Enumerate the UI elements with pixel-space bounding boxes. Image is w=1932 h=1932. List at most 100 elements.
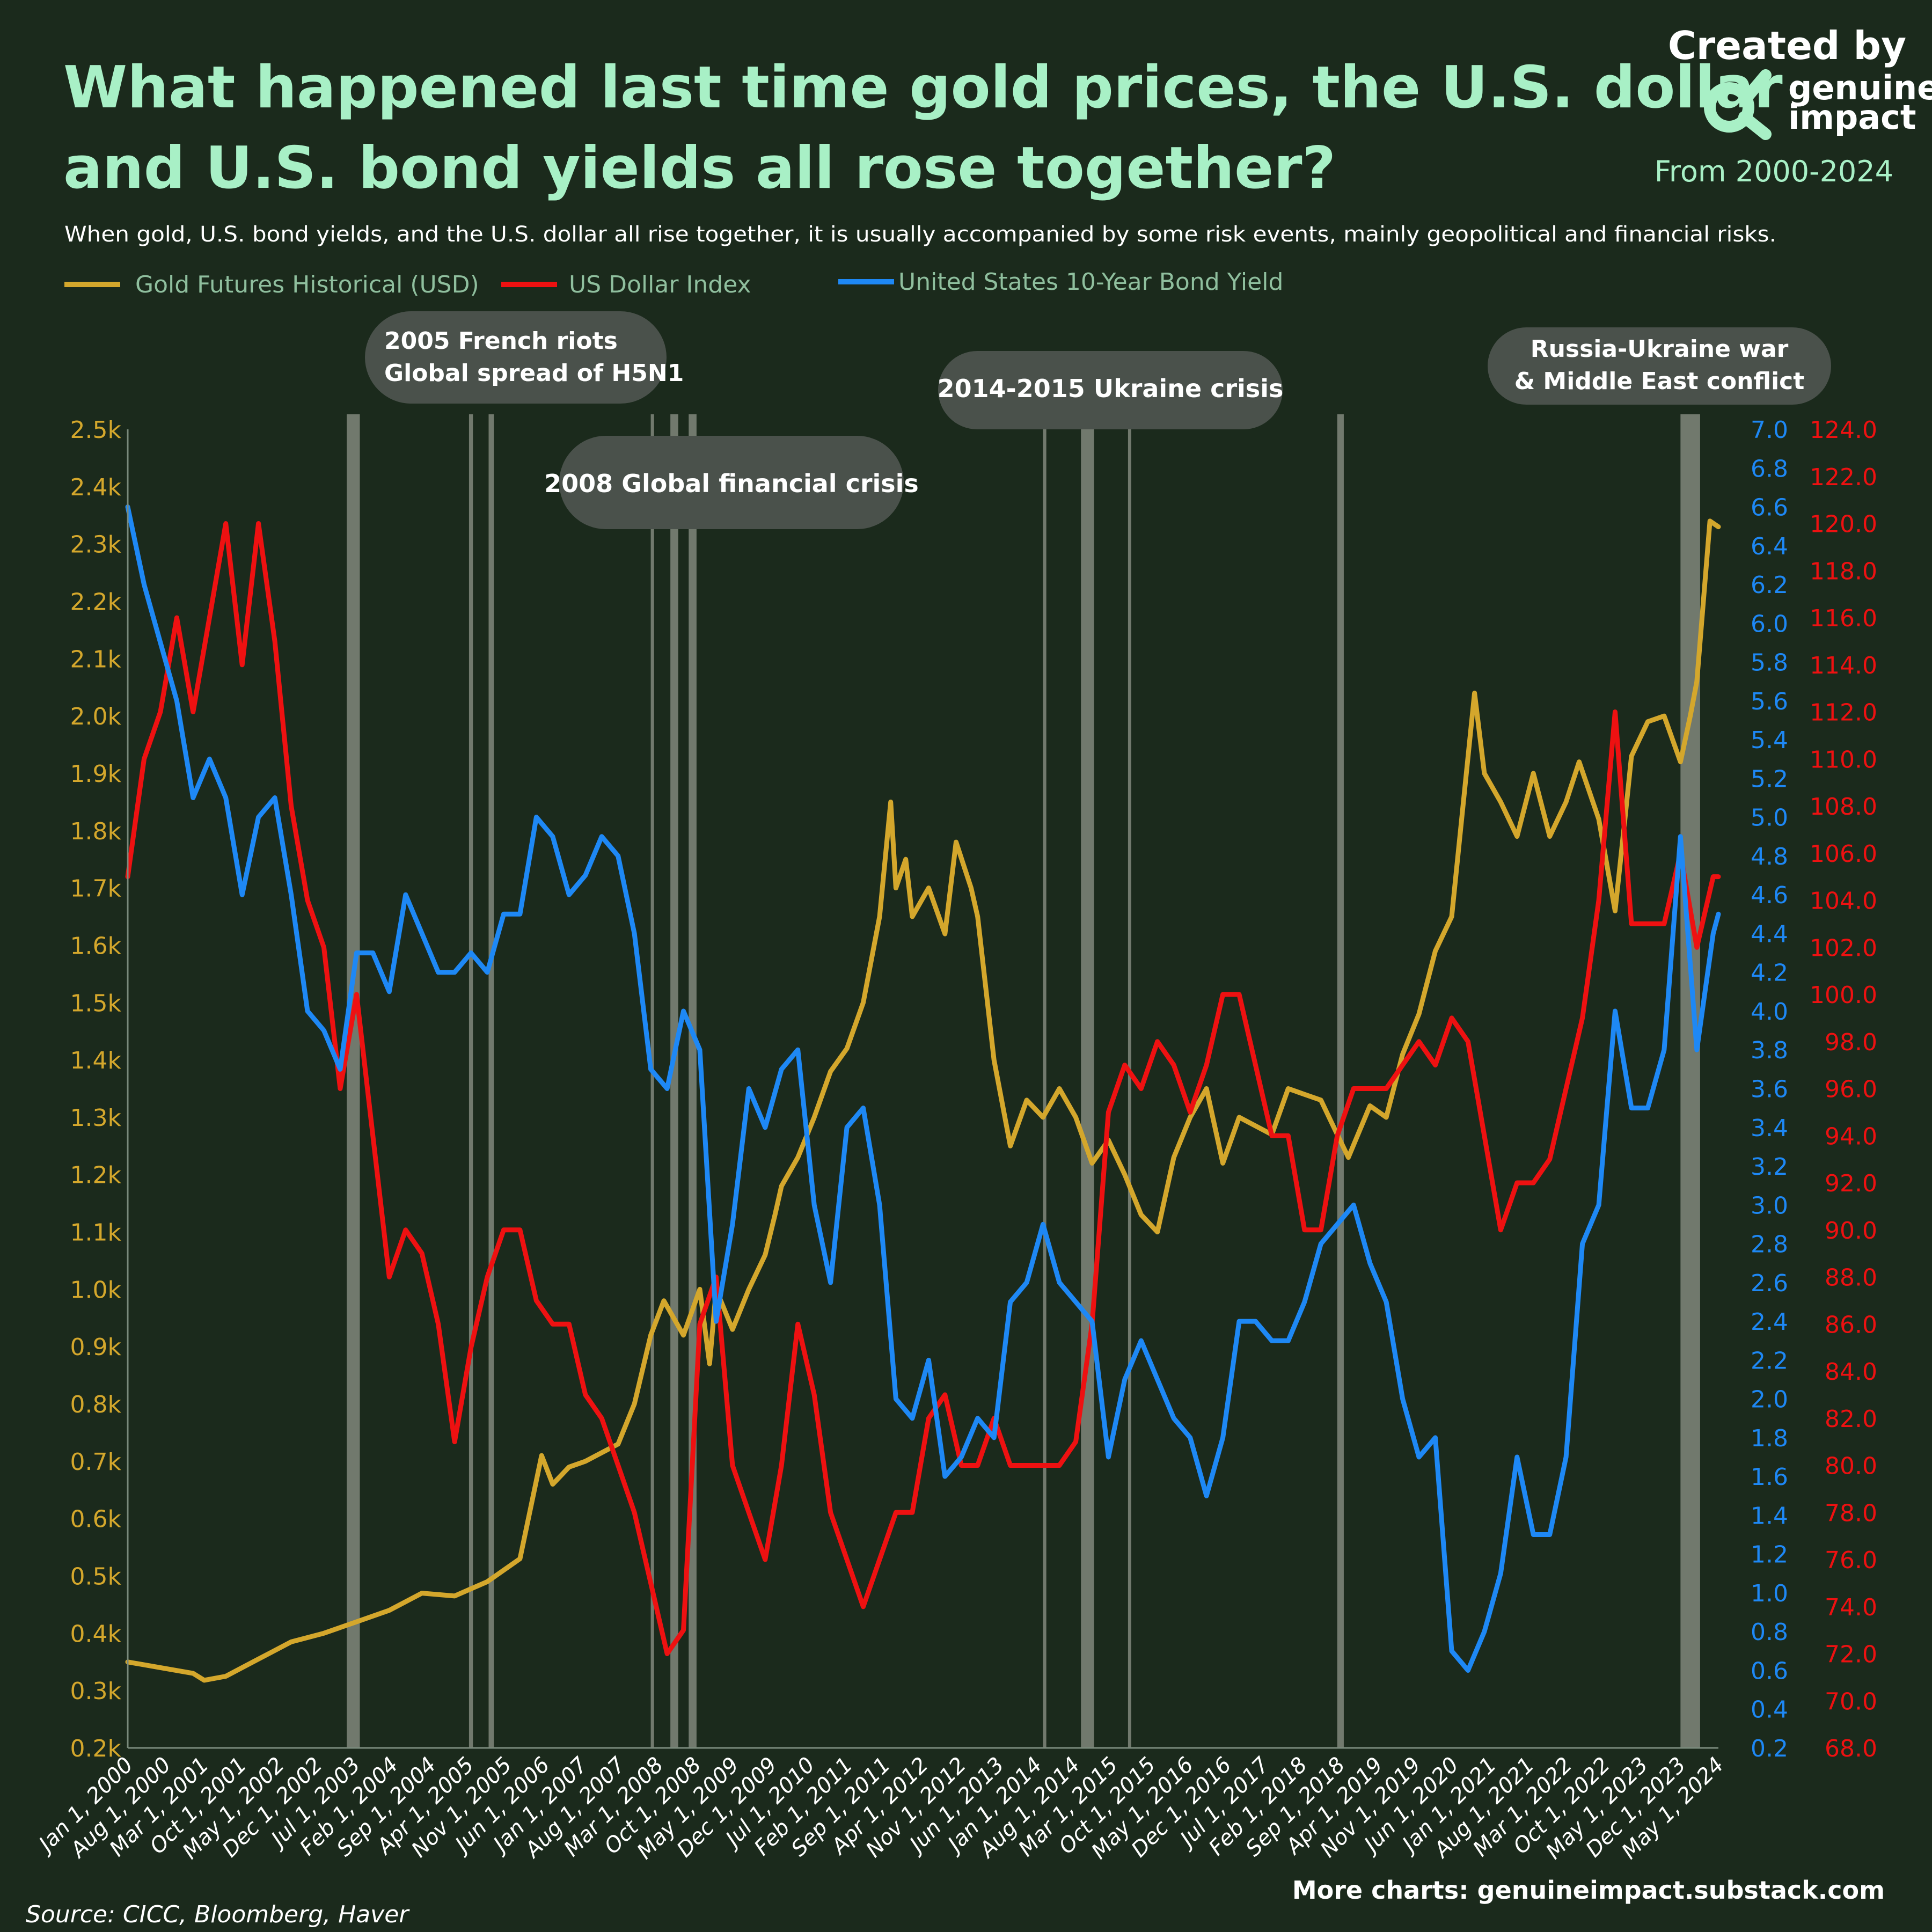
dollar-tick-label: 72.0 [1825, 1641, 1877, 1668]
yield-tick-label: 5.0 [1751, 804, 1788, 832]
yield-tick-label: 5.4 [1751, 727, 1788, 754]
dollar-tick-label: 76.0 [1825, 1547, 1877, 1574]
annotation-text: 2005 French riots [384, 327, 618, 355]
yield-tick-label: 5.2 [1751, 765, 1788, 793]
event-band [488, 414, 494, 1748]
dollar-tick-label: 70.0 [1825, 1688, 1877, 1715]
gold-tick-label: 0.6k [70, 1506, 122, 1533]
dollar-tick-label: 74.0 [1825, 1594, 1877, 1621]
title-line-2: and U.S. bond yields all rose together? [63, 135, 1336, 202]
title-line-1: What happened last time gold prices, the… [63, 54, 1783, 121]
gold-tick-label: 1.4k [70, 1047, 122, 1074]
annotation-text: Russia-Ukraine war [1531, 335, 1789, 363]
yield-tick-label: 3.2 [1751, 1153, 1788, 1181]
gold-axis-ticks: 0.2k 0.3k 0.4k 0.5k 0.6k 0.7k 0.8k 0.9k 1.0k 1.1k… [70, 416, 122, 1762]
legend-item-dollar[interactable]: US Dollar Index [501, 271, 751, 298]
gold-tick-label: 2.1k [70, 646, 122, 673]
yield-tick-label: 6.6 [1751, 494, 1788, 522]
dollar-tick-label: 80.0 [1825, 1453, 1877, 1480]
series-line-dollar [125, 521, 1721, 1656]
dollar-tick-label: 96.0 [1825, 1076, 1877, 1103]
dollar-tick-label: 82.0 [1825, 1406, 1877, 1433]
dollar-tick-label: 120.0 [1810, 511, 1877, 538]
dollar-tick-label: 94.0 [1825, 1123, 1877, 1150]
annotation-bubble [938, 351, 1283, 429]
yield-tick-label: 5.8 [1751, 649, 1788, 677]
dollar-tick-label: 108.0 [1810, 793, 1877, 821]
legend-item-gold[interactable]: Gold Futures Historical (USD) [64, 271, 479, 298]
yield-tick-label: 3.6 [1751, 1076, 1788, 1103]
yield-axis-ticks: 0.2 0.4 0.6 0.8 1.0 1.2 1.4 1.6 1.8 2.0 2.2 2.4 2.6 2… [1751, 416, 1788, 1762]
yield-tick-label: 6.8 [1751, 455, 1788, 482]
annotation-text: 2008 Global financial crisis [544, 469, 919, 498]
dollar-tick-label: 68.0 [1825, 1735, 1877, 1762]
legend-label-dollar: US Dollar Index [569, 271, 751, 298]
yield-tick-label: 2.0 [1751, 1386, 1788, 1414]
plot-frame [127, 429, 1718, 1749]
dollar-tick-label: 100.0 [1810, 982, 1877, 1009]
series-lines [125, 504, 1721, 1683]
more-charts-link[interactable]: More charts: genuineimpact.substack.com [1292, 1876, 1885, 1905]
dollar-tick-label: 102.0 [1810, 934, 1877, 962]
event-band [650, 414, 654, 1748]
subtitle: When gold, U.S. bond yields, and the U.S… [64, 222, 1776, 247]
gold-tick-label: 2.0k [70, 703, 122, 730]
yield-tick-label: 5.6 [1751, 688, 1788, 715]
dollar-tick-label: 118.0 [1810, 558, 1877, 585]
gold-tick-label: 1.8k [70, 818, 122, 845]
yield-tick-label: 1.0 [1751, 1580, 1788, 1607]
gold-tick-label: 2.5k [70, 416, 122, 444]
dollar-tick-label: 114.0 [1810, 652, 1877, 679]
event-band [1081, 414, 1094, 1748]
gold-tick-label: 1.9k [70, 760, 122, 788]
gold-tick-label: 0.3k [70, 1678, 122, 1705]
dollar-tick-label: 104.0 [1810, 888, 1877, 915]
yield-tick-label: 3.4 [1751, 1115, 1788, 1142]
yield-tick-label: 1.6 [1751, 1463, 1788, 1491]
yield-tick-label: 4.4 [1751, 920, 1788, 948]
gold-tick-label: 1.6k [70, 932, 122, 960]
dollar-tick-label: 88.0 [1825, 1264, 1877, 1292]
gold-tick-label: 0.4k [70, 1620, 122, 1648]
event-band [1128, 414, 1131, 1748]
annotation-russia-ukraine-war: Russia-Ukraine war & Middle East conflic… [1488, 327, 1831, 405]
yield-tick-label: 4.2 [1751, 960, 1788, 987]
yield-tick-label: 4.8 [1751, 843, 1788, 870]
dollar-tick-label: 90.0 [1825, 1217, 1877, 1245]
legend-label-gold: Gold Futures Historical (USD) [135, 271, 479, 298]
annotation-gfc: 2008 Global financial crisis [544, 436, 919, 529]
dollar-tick-label: 86.0 [1825, 1311, 1877, 1338]
series-line-gold [125, 518, 1721, 1683]
gold-tick-label: 2.4k [70, 474, 122, 501]
annotation-text: & Middle East conflict [1514, 368, 1805, 395]
event-band [1043, 414, 1046, 1748]
event-band [670, 414, 678, 1748]
yield-tick-label: 2.6 [1751, 1270, 1788, 1297]
dollar-tick-label: 92.0 [1825, 1170, 1877, 1197]
gold-tick-label: 0.7k [70, 1448, 122, 1476]
legend-item-yield[interactable]: United States 10-Year Bond Yield [838, 268, 1283, 296]
brand-name-line-1: genuine [1788, 68, 1932, 107]
gold-tick-label: 1.5k [70, 990, 122, 1017]
annotation-text: 2014-2015 Ukraine crisis [938, 374, 1284, 403]
gold-tick-label: 2.2k [70, 588, 122, 616]
annotation-bubble [365, 311, 667, 404]
yield-tick-label: 4.6 [1751, 882, 1788, 909]
dollar-tick-label: 98.0 [1825, 1029, 1877, 1056]
gold-tick-label: 1.0k [70, 1276, 122, 1304]
dollar-tick-label: 78.0 [1825, 1499, 1877, 1527]
series-line-yield [125, 504, 1721, 1673]
source-note: Source: CICC, Bloomberg, Haver [26, 1901, 410, 1928]
yield-tick-label: 3.0 [1751, 1192, 1788, 1219]
dollar-axis-ticks: 68.0 70.0 72.0 74.0 76.0 78.0 80.0 82.0 84.0 86.0… [1810, 416, 1877, 1762]
event-band [347, 414, 360, 1748]
gold-tick-label: 2.3k [70, 531, 122, 559]
gold-tick-label: 0.2k [70, 1735, 122, 1762]
dollar-tick-label: 124.0 [1810, 416, 1877, 444]
gold-tick-label: 0.5k [70, 1563, 122, 1591]
gold-tick-label: 1.3k [70, 1104, 122, 1132]
gold-tick-label: 1.2k [70, 1162, 122, 1189]
